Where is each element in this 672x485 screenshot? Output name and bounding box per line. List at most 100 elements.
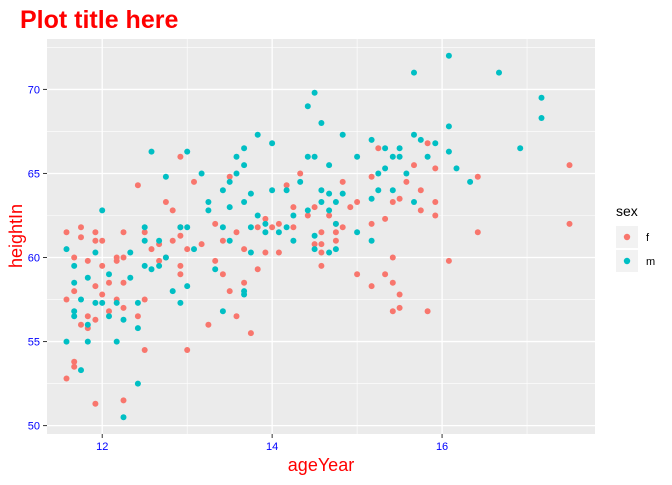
data-point-f	[141, 296, 148, 303]
data-point-f	[290, 224, 297, 231]
data-point-f	[254, 224, 261, 231]
data-point-m	[304, 207, 311, 214]
data-point-f	[141, 229, 148, 236]
data-point-f	[318, 241, 325, 248]
data-point-m	[84, 321, 91, 328]
data-point-m	[205, 207, 212, 214]
legend-label-m: m	[646, 256, 655, 268]
data-point-m	[156, 262, 163, 269]
data-point-m	[184, 224, 191, 231]
data-point-m	[275, 229, 282, 236]
data-point-m	[148, 148, 155, 155]
data-point-f	[318, 262, 325, 269]
data-point-f	[219, 237, 226, 244]
data-point-f	[339, 224, 346, 231]
data-point-f	[177, 153, 184, 160]
data-point-m	[326, 207, 333, 214]
data-point-m	[311, 153, 318, 160]
data-point-f	[177, 262, 184, 269]
data-point-f	[134, 182, 141, 189]
data-point-f	[424, 308, 431, 315]
data-point-m	[375, 170, 382, 177]
data-point-m	[354, 153, 361, 160]
data-point-f	[113, 254, 120, 261]
data-point-f	[396, 291, 403, 298]
data-point-f	[148, 246, 155, 253]
data-point-f	[304, 212, 311, 219]
data-point-f	[339, 178, 346, 185]
data-point-f	[71, 363, 78, 370]
data-point-f	[92, 283, 99, 290]
data-point-f	[382, 271, 389, 278]
plot-panel	[47, 39, 595, 434]
data-point-m	[517, 145, 524, 152]
data-point-f	[311, 241, 318, 248]
data-point-f	[297, 170, 304, 177]
data-point-m	[184, 148, 191, 155]
data-point-f	[411, 162, 417, 169]
data-point-m	[538, 115, 545, 121]
data-point-f	[474, 229, 481, 236]
data-point-f	[84, 257, 91, 264]
data-point-f	[92, 229, 99, 236]
data-point-m	[354, 229, 361, 236]
data-point-f	[169, 207, 176, 214]
data-point-f	[354, 271, 361, 278]
data-point-m	[184, 283, 191, 290]
data-point-f	[389, 199, 396, 205]
data-point-f	[275, 249, 282, 256]
y-tick-label: 50	[28, 421, 40, 433]
data-point-f	[241, 246, 248, 253]
data-point-f	[212, 220, 219, 227]
data-point-m	[283, 187, 290, 194]
data-point-m	[411, 69, 417, 76]
data-point-f	[120, 304, 127, 311]
data-point-m	[417, 136, 424, 143]
data-point-f	[326, 212, 333, 219]
data-point-f	[106, 279, 112, 286]
data-point-m	[71, 313, 78, 320]
data-point-m	[538, 94, 545, 101]
data-point-f	[84, 313, 91, 320]
data-point-m	[403, 170, 410, 177]
data-point-m	[241, 199, 248, 205]
y-tick-label: 55	[28, 337, 40, 349]
data-point-m	[162, 173, 169, 180]
data-point-m	[198, 170, 205, 177]
data-point-m	[297, 178, 304, 185]
data-point-m	[424, 153, 431, 160]
data-point-m	[120, 316, 127, 323]
data-point-m	[382, 165, 389, 172]
x-tick-label: 16	[436, 441, 448, 453]
data-point-f	[120, 279, 127, 286]
data-point-m	[445, 52, 452, 59]
data-point-f	[233, 229, 240, 236]
data-point-f	[347, 204, 354, 211]
data-point-f	[382, 215, 389, 222]
data-point-f	[318, 249, 325, 256]
data-point-m	[389, 153, 396, 160]
data-point-m	[445, 148, 452, 155]
data-point-m	[432, 140, 439, 147]
data-point-f	[474, 173, 481, 180]
data-point-m	[453, 165, 460, 172]
data-point-f	[78, 224, 84, 231]
data-point-m	[219, 187, 226, 194]
data-point-m	[205, 199, 212, 205]
data-point-m	[339, 190, 346, 197]
data-point-f	[432, 212, 439, 219]
data-point-f	[71, 254, 78, 261]
data-point-m	[269, 140, 276, 147]
data-point-f	[92, 316, 99, 323]
data-point-f	[318, 229, 325, 236]
data-point-f	[226, 173, 233, 180]
data-point-f	[63, 229, 70, 236]
data-point-m	[134, 299, 141, 306]
data-point-m	[106, 313, 112, 320]
data-point-f	[169, 237, 176, 244]
data-point-m	[99, 207, 106, 214]
data-point-m	[389, 187, 396, 194]
data-point-f	[269, 224, 276, 231]
data-point-f	[396, 304, 403, 311]
data-point-m	[84, 274, 91, 281]
